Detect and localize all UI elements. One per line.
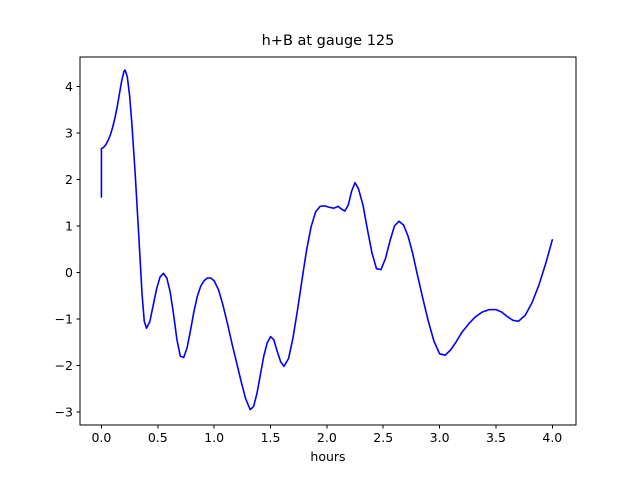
y-tick-label: −3	[55, 404, 73, 419]
x-tick-label: 0.0	[91, 430, 111, 445]
x-tick-label: 4.0	[542, 430, 562, 445]
x-tick-label: 2.5	[373, 430, 393, 445]
x-tick-label: 1.5	[261, 430, 281, 445]
y-tick-label: −1	[55, 311, 73, 326]
series-line-h+B	[100, 69, 554, 411]
chart-title: h+B at gauge 125	[262, 33, 395, 49]
x-tick-label: 1.0	[204, 430, 224, 445]
x-tick-label: 2.0	[317, 430, 337, 445]
y-tick-label: 3	[65, 125, 73, 140]
axes-frame	[79, 56, 577, 426]
y-tick-label: 0	[65, 265, 73, 280]
y-tick-label: 1	[65, 218, 73, 233]
x-tick-label: 3.5	[486, 430, 506, 445]
x-tick-label: 0.5	[148, 430, 168, 445]
y-tick-label: −2	[55, 358, 73, 373]
y-tick-label: 4	[65, 79, 73, 94]
x-axis-label: hours	[310, 449, 345, 464]
x-tick-label: 3.0	[430, 430, 450, 445]
y-axis-ticks: −3 −2 −1 0 1 2 3 4	[55, 79, 80, 419]
y-tick-label: 2	[65, 172, 73, 187]
plot-frame	[79, 56, 577, 426]
x-axis-ticks: 0.0 0.5 1.0 1.5 2.0 2.5 3.0 3.5 4.0	[91, 425, 562, 445]
data-series-group	[100, 69, 554, 411]
